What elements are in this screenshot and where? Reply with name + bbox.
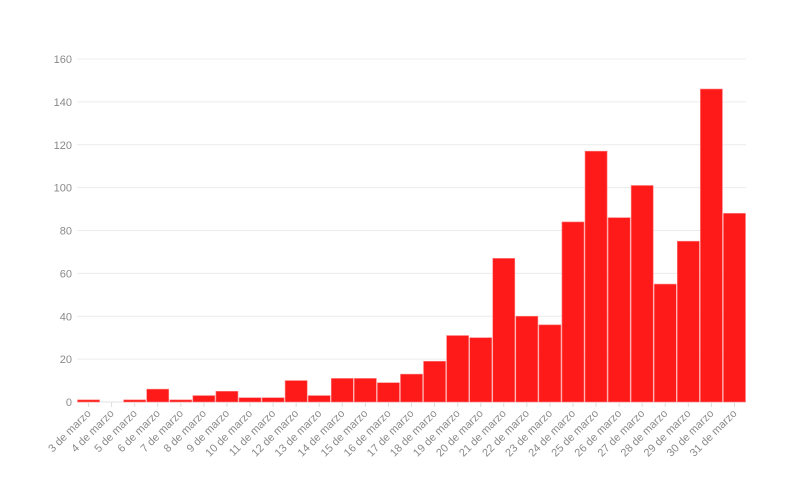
bar[interactable] bbox=[330, 378, 354, 403]
bar[interactable] bbox=[192, 395, 216, 403]
bar[interactable] bbox=[146, 388, 170, 403]
bar[interactable] bbox=[700, 88, 723, 403]
bar[interactable] bbox=[515, 315, 539, 403]
bar[interactable] bbox=[676, 240, 700, 403]
y-tick-label: 160 bbox=[54, 54, 72, 66]
bar[interactable] bbox=[400, 373, 423, 403]
y-tick-label: 140 bbox=[54, 97, 72, 109]
y-tick-label: 120 bbox=[54, 140, 72, 152]
bar[interactable] bbox=[261, 397, 285, 403]
bar[interactable] bbox=[446, 335, 469, 403]
bar[interactable] bbox=[538, 324, 562, 403]
bar[interactable] bbox=[492, 258, 516, 403]
bar[interactable] bbox=[630, 185, 654, 403]
bars bbox=[77, 88, 746, 403]
bar[interactable] bbox=[77, 399, 100, 403]
y-axis: 0 20 40 60 80 100 120 140 160 bbox=[54, 54, 72, 409]
y-tick-label: 40 bbox=[60, 311, 72, 323]
bar[interactable] bbox=[584, 150, 608, 403]
bar[interactable] bbox=[169, 399, 193, 403]
bar[interactable] bbox=[607, 217, 631, 403]
bar[interactable] bbox=[469, 337, 493, 403]
bar[interactable] bbox=[723, 213, 746, 403]
y-tick-label: 80 bbox=[60, 226, 72, 238]
gridlines bbox=[77, 58, 746, 403]
y-tick-label: 100 bbox=[54, 183, 72, 195]
bar[interactable] bbox=[215, 390, 239, 403]
bar[interactable] bbox=[354, 378, 377, 403]
bar[interactable] bbox=[423, 360, 446, 403]
bar[interactable] bbox=[284, 380, 308, 403]
y-tick-label: 0 bbox=[66, 397, 72, 409]
y-tick-label: 20 bbox=[60, 354, 72, 366]
y-tick-label: 60 bbox=[60, 268, 72, 280]
bar[interactable] bbox=[123, 399, 147, 403]
bar[interactable] bbox=[238, 397, 262, 403]
bar[interactable] bbox=[653, 283, 677, 403]
bar[interactable] bbox=[307, 395, 331, 403]
bar[interactable] bbox=[561, 221, 585, 403]
bar[interactable] bbox=[377, 382, 400, 403]
